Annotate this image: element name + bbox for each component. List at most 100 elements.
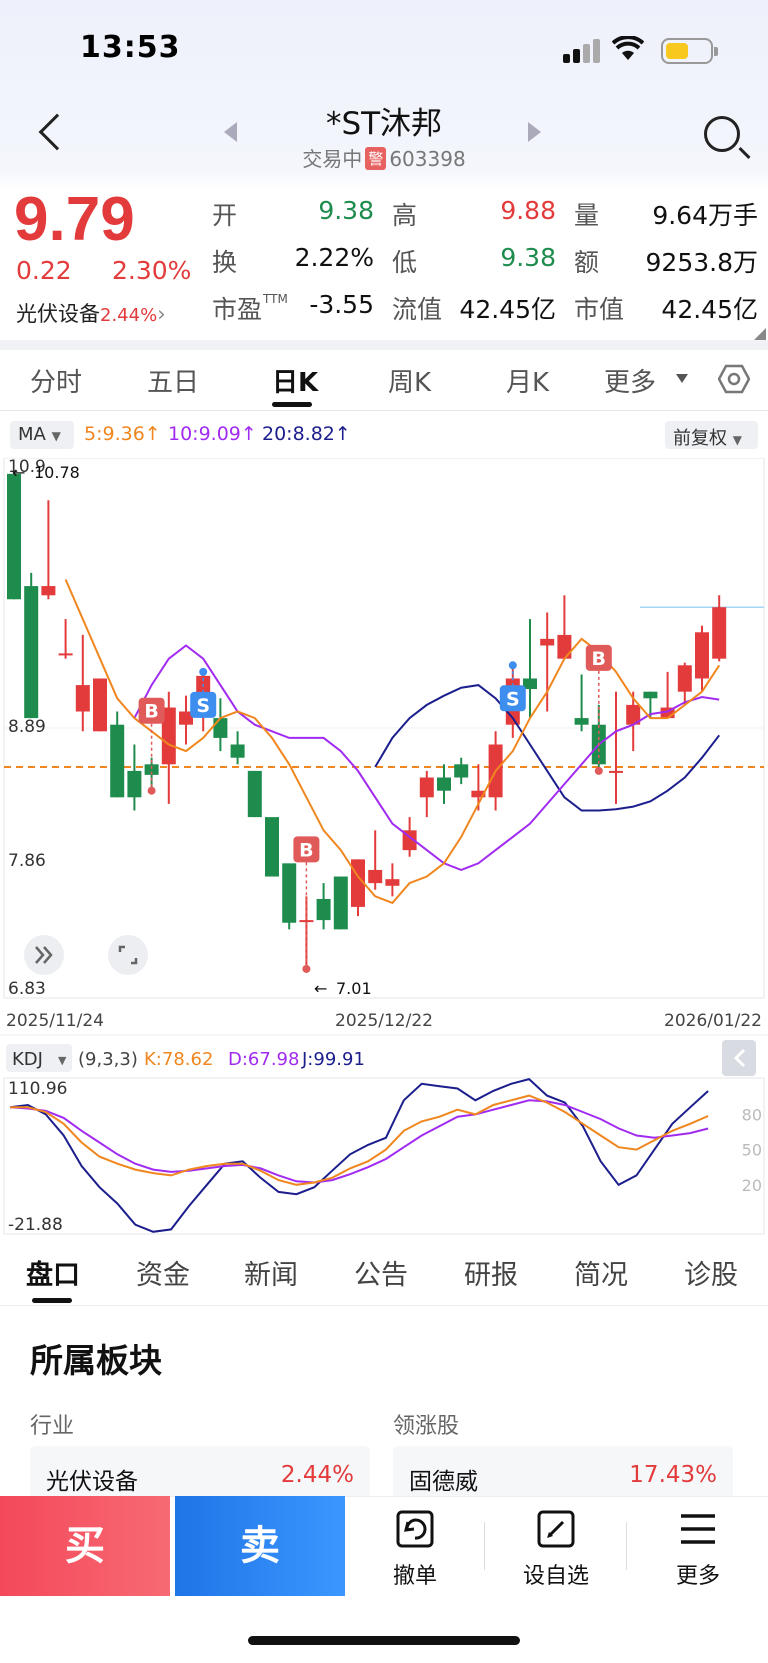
- chevron-left-icon: [733, 1048, 746, 1068]
- signal-dot: [594, 766, 603, 775]
- sector-pct: 2.44%: [100, 305, 158, 326]
- candle-body: [230, 744, 245, 758]
- sector-link[interactable]: 光伏设备2.44%›: [16, 298, 166, 328]
- leader-label: 领涨股: [393, 1414, 460, 1439]
- candle-body: [265, 817, 279, 877]
- quote-label: 开: [212, 201, 238, 230]
- signal-label: B: [299, 839, 313, 861]
- info-tab[interactable]: 研报: [464, 1260, 518, 1291]
- candle-body: [712, 607, 727, 659]
- more-dropdown-icon[interactable]: [676, 374, 688, 383]
- candle-body: [385, 879, 400, 886]
- expand-corner-icon[interactable]: [754, 328, 766, 340]
- quote-label: 低: [392, 248, 418, 277]
- high-marker-value: 10.78: [34, 463, 80, 482]
- fullscreen-button[interactable]: [108, 935, 148, 975]
- candle-body: [557, 634, 572, 659]
- trading-status: 交易中: [302, 147, 363, 171]
- candle-body: [419, 777, 434, 798]
- info-tab[interactable]: 公告: [354, 1260, 408, 1291]
- fullscreen-icon: [118, 945, 138, 965]
- buy-signal-badge: [585, 644, 612, 671]
- add-watchlist-button[interactable]: 设自选: [501, 1508, 611, 1590]
- buy-button[interactable]: 买: [0, 1496, 170, 1596]
- y-tick-label: 7.86: [8, 851, 46, 871]
- prev-stock-button[interactable]: [224, 122, 237, 142]
- quote-value: 9.64万手: [652, 201, 758, 230]
- info-tab[interactable]: 简况: [574, 1260, 628, 1291]
- stock-subline: 交易中警 603398: [234, 143, 534, 172]
- leader-name: 固德威: [409, 1469, 478, 1495]
- info-tab-indicator: [32, 1298, 72, 1303]
- sell-signal-badge: [499, 685, 526, 712]
- quote-label: 市值: [574, 295, 625, 324]
- candle-body: [626, 704, 641, 725]
- candle-body: [677, 665, 692, 692]
- adjust-selector[interactable]: 前复权 ▼: [665, 421, 758, 449]
- info-tab[interactable]: 资金: [136, 1260, 190, 1291]
- edit-icon: [501, 1508, 611, 1550]
- info-tab[interactable]: 盘口: [26, 1260, 80, 1291]
- candle-body: [471, 790, 486, 798]
- kdj-dropdown-icon: ▼: [58, 1054, 67, 1067]
- candle-body: [282, 863, 297, 923]
- sell-button[interactable]: 卖: [175, 1496, 345, 1596]
- ma20-label: 20:8.82↑: [262, 423, 351, 445]
- period-tab[interactable]: 日K: [272, 368, 319, 398]
- expand-chart-button[interactable]: [24, 935, 64, 975]
- signal-dot: [199, 667, 208, 676]
- quote-label: 流值: [392, 295, 443, 324]
- period-tab[interactable]: 分时: [30, 368, 83, 398]
- signal-dot: [147, 786, 156, 795]
- kdj-level-label: 50: [742, 1141, 762, 1160]
- more-actions-button[interactable]: 更多: [643, 1508, 753, 1590]
- kdj-selector-label: KDJ: [12, 1049, 43, 1070]
- candle-body: [695, 632, 709, 679]
- quote-value: 42.45亿: [661, 295, 758, 324]
- undo-icon: [360, 1508, 470, 1550]
- quote-label: 额: [574, 248, 600, 277]
- x-tick-label: 2025/11/24: [6, 1011, 104, 1031]
- candle-body: [75, 685, 90, 712]
- candle-body: [609, 770, 623, 773]
- period-tab[interactable]: 周K: [388, 368, 432, 398]
- ma5-label: 5:9.36↑: [84, 423, 161, 445]
- candle-body: [58, 653, 73, 656]
- industry-cell[interactable]: 光伏设备 2.44%: [30, 1446, 370, 1502]
- quote-value: 2.22%: [294, 243, 374, 272]
- search-icon[interactable]: [704, 116, 740, 152]
- signal-dot: [508, 661, 517, 670]
- signal-label: B: [144, 701, 158, 723]
- next-stock-button[interactable]: [528, 122, 541, 142]
- collapse-panel-button[interactable]: [722, 1040, 756, 1076]
- ma-selector[interactable]: MA ▼: [10, 421, 74, 449]
- kline-chart[interactable]: 10.9 8.89 7.86 6.83 B S B S B ← 10.78 ← 7.01 2025/11/…: [0, 458, 768, 1238]
- kdj-d-line: [9, 1099, 709, 1184]
- sector-name: 光伏设备: [16, 302, 100, 326]
- leader-pct: 17.43%: [629, 1462, 717, 1488]
- period-tab[interactable]: 更多: [604, 368, 657, 398]
- settings-hex-icon[interactable]: [717, 364, 751, 398]
- info-tab[interactable]: 新闻: [244, 1260, 298, 1291]
- candle-body: [437, 777, 451, 791]
- battery-icon: [661, 38, 718, 64]
- ma10-label: 10:9.09↑: [168, 423, 257, 445]
- kdj-k-line: [10, 1094, 709, 1186]
- back-button[interactable]: [38, 113, 76, 151]
- period-tab[interactable]: 五日: [147, 368, 200, 398]
- kdj-selector[interactable]: [6, 1044, 72, 1072]
- period-tab[interactable]: 月K: [506, 368, 550, 398]
- quote-label: 量: [574, 201, 600, 230]
- cancel-order-button[interactable]: 撤单: [360, 1508, 470, 1590]
- quote-value: 9253.8万: [645, 248, 758, 277]
- info-divider: [0, 1305, 768, 1306]
- leader-cell[interactable]: 固德威 17.43%: [393, 1446, 733, 1502]
- cellular-signal-icon: [563, 37, 603, 63]
- signal-label: S: [196, 695, 210, 717]
- candle-body: [110, 724, 125, 798]
- buy-signal-badge: [138, 697, 165, 724]
- industry-pct: 2.44%: [280, 1462, 354, 1488]
- kdj-frame: [3, 1077, 765, 1235]
- stock-name-title: *ST沐邦: [325, 106, 443, 142]
- info-tab[interactable]: 诊股: [684, 1260, 738, 1291]
